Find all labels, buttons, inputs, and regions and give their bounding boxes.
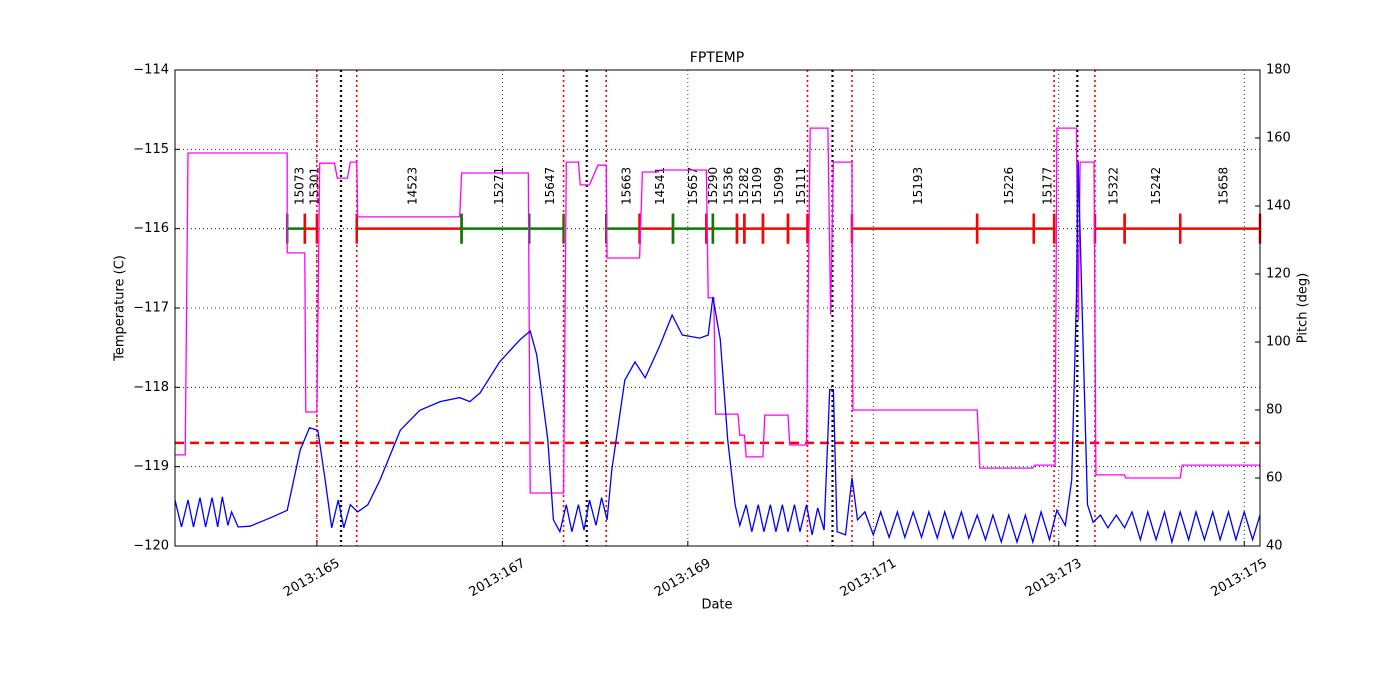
obs-label: 15111 (794, 167, 808, 205)
obs-label: 15242 (1149, 167, 1163, 205)
y2-tick-label: 120 (1266, 267, 1291, 282)
obs-label: 15322 (1106, 167, 1120, 205)
y-tick-label: −120 (133, 539, 169, 554)
y-tick-label: −117 (133, 301, 169, 316)
obs-label: 15657 (686, 167, 700, 205)
obs-label: 15099 (772, 167, 786, 205)
y-axis-label: Temperature (C) (113, 255, 128, 362)
obs-label: 15658 (1217, 167, 1231, 205)
y2-tick-label: 60 (1266, 471, 1283, 486)
y2-tick-label: 140 (1266, 199, 1291, 214)
obs-label: 15109 (750, 167, 764, 205)
series-line (175, 127, 1260, 494)
y-tick-label: −119 (133, 459, 169, 474)
y2-tick-label: 100 (1266, 335, 1291, 350)
obs-label: 15073 (293, 167, 307, 205)
y-tick-label: −114 (133, 63, 169, 78)
y2-tick-label: 180 (1266, 63, 1291, 78)
obs-label: 15647 (543, 167, 557, 205)
obs-label: 15271 (492, 167, 506, 205)
plot-frame (174, 69, 1261, 547)
obs-label: 15536 (721, 167, 735, 205)
y2-tick-label: 40 (1266, 539, 1283, 554)
chart-title: FPTEMP (690, 50, 744, 66)
obs-label: 14523 (406, 167, 420, 205)
y-tick-label: −115 (133, 142, 169, 157)
y-tick-label: −116 (133, 221, 169, 236)
obs-label: 15290 (706, 167, 720, 205)
obs-label: 15226 (1002, 167, 1016, 205)
y-tick-label: −118 (133, 380, 169, 395)
y2-axis-label: Pitch (deg) (1296, 273, 1311, 343)
y2-tick-label: 160 (1266, 131, 1291, 146)
obs-label: 14541 (653, 167, 667, 205)
obs-label: 15193 (911, 167, 925, 205)
obs-label: 15301 (307, 167, 321, 205)
x-axis-label: Date (701, 598, 732, 613)
y2-tick-label: 80 (1266, 403, 1283, 418)
obs-label: 15177 (1040, 167, 1054, 205)
obs-label: 15282 (737, 167, 751, 205)
obs-label: 15663 (619, 167, 633, 205)
series-line (174, 161, 1261, 545)
